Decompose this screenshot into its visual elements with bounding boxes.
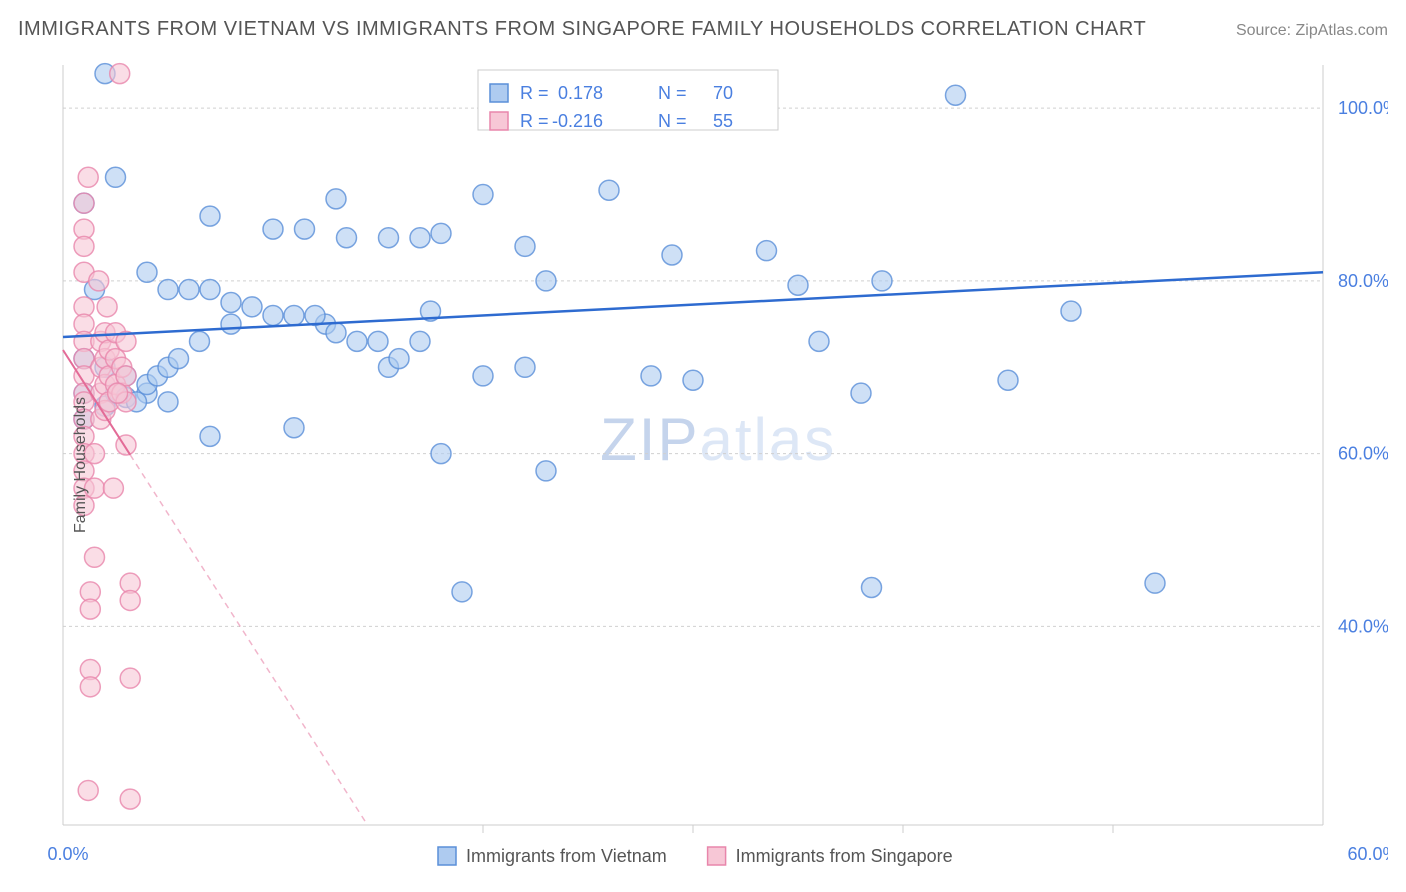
data-point xyxy=(431,444,451,464)
data-point xyxy=(851,383,871,403)
data-point xyxy=(80,677,100,697)
y-tick-label: 100.0% xyxy=(1338,98,1388,118)
data-point xyxy=(1145,573,1165,593)
data-point xyxy=(347,331,367,351)
data-point xyxy=(788,275,808,295)
data-point xyxy=(221,293,241,313)
data-point xyxy=(263,305,283,325)
chart-title: IMMIGRANTS FROM VIETNAM VS IMMIGRANTS FR… xyxy=(18,18,1146,41)
data-point xyxy=(97,297,117,317)
legend-n-value: 70 xyxy=(713,83,733,103)
x-tick-label: 0.0% xyxy=(47,844,88,864)
x-tick-label: 60.0% xyxy=(1347,844,1388,864)
data-point xyxy=(473,366,493,386)
data-point xyxy=(200,206,220,226)
data-point xyxy=(379,228,399,248)
data-point xyxy=(89,271,109,291)
chart-source: Source: ZipAtlas.com xyxy=(1236,22,1388,40)
data-point xyxy=(337,228,357,248)
data-point xyxy=(641,366,661,386)
data-point xyxy=(536,461,556,481)
data-point xyxy=(326,323,346,343)
data-point xyxy=(120,668,140,688)
data-point xyxy=(158,392,178,412)
legend-series-label: Immigrants from Singapore xyxy=(736,846,953,866)
data-point xyxy=(305,305,325,325)
data-point xyxy=(80,599,100,619)
data-point xyxy=(200,280,220,300)
data-point xyxy=(221,314,241,334)
data-point xyxy=(110,64,130,84)
data-point xyxy=(200,426,220,446)
data-point xyxy=(169,349,189,369)
data-point xyxy=(431,223,451,243)
data-point xyxy=(74,236,94,256)
data-point xyxy=(103,478,123,498)
data-point xyxy=(158,280,178,300)
data-point xyxy=(389,349,409,369)
data-point xyxy=(242,297,262,317)
data-point xyxy=(410,331,430,351)
chart-container: IMMIGRANTS FROM VIETNAM VS IMMIGRANTS FR… xyxy=(0,0,1406,892)
data-point xyxy=(78,780,98,800)
trendline-dashed xyxy=(130,455,367,825)
data-point xyxy=(78,167,98,187)
legend-r-value: -0.216 xyxy=(552,111,603,131)
data-point xyxy=(106,167,126,187)
legend-n-label: N = xyxy=(658,111,687,131)
legend-r-value: 0.178 xyxy=(558,83,603,103)
data-point xyxy=(1061,301,1081,321)
data-point xyxy=(295,219,315,239)
legend-series-label: Immigrants from Vietnam xyxy=(466,846,667,866)
data-point xyxy=(809,331,829,351)
y-tick-label: 60.0% xyxy=(1338,444,1388,464)
data-point xyxy=(120,590,140,610)
y-tick-label: 40.0% xyxy=(1338,616,1388,636)
data-point xyxy=(872,271,892,291)
y-axis-label: Family Households xyxy=(72,396,90,532)
title-row: IMMIGRANTS FROM VIETNAM VS IMMIGRANTS FR… xyxy=(18,18,1388,41)
data-point xyxy=(946,85,966,105)
legend-r-label: R = xyxy=(520,83,549,103)
legend-swatch xyxy=(708,847,726,865)
data-point xyxy=(452,582,472,602)
watermark: ZIPatlas xyxy=(600,406,836,473)
data-point xyxy=(263,219,283,239)
data-point xyxy=(85,547,105,567)
data-point xyxy=(599,180,619,200)
legend-swatch xyxy=(490,112,508,130)
data-point xyxy=(190,331,210,351)
data-point xyxy=(536,271,556,291)
legend-swatch xyxy=(438,847,456,865)
data-point xyxy=(74,193,94,213)
data-point xyxy=(368,331,388,351)
data-point xyxy=(410,228,430,248)
data-point xyxy=(473,185,493,205)
data-point xyxy=(326,189,346,209)
data-point xyxy=(757,241,777,261)
legend-swatch xyxy=(490,84,508,102)
data-point xyxy=(284,418,304,438)
chart-area: Family Households ZIPatlas 40.0% 60.0% 80.0… xyxy=(18,55,1388,874)
data-point xyxy=(515,236,535,256)
data-point xyxy=(137,262,157,282)
data-point xyxy=(662,245,682,265)
data-point xyxy=(284,305,304,325)
data-point xyxy=(998,370,1018,390)
data-point xyxy=(108,383,128,403)
data-point xyxy=(683,370,703,390)
scatter-chart: ZIPatlas 40.0% 60.0% 80.0% 100.0% 0.0% 60.0% R … xyxy=(18,55,1388,875)
legend-n-label: N = xyxy=(658,83,687,103)
data-point xyxy=(179,280,199,300)
legend-r-label: R = xyxy=(520,111,549,131)
data-point xyxy=(120,789,140,809)
y-tick-label: 80.0% xyxy=(1338,271,1388,291)
data-point xyxy=(862,578,882,598)
legend-n-value: 55 xyxy=(713,111,733,131)
data-point xyxy=(515,357,535,377)
